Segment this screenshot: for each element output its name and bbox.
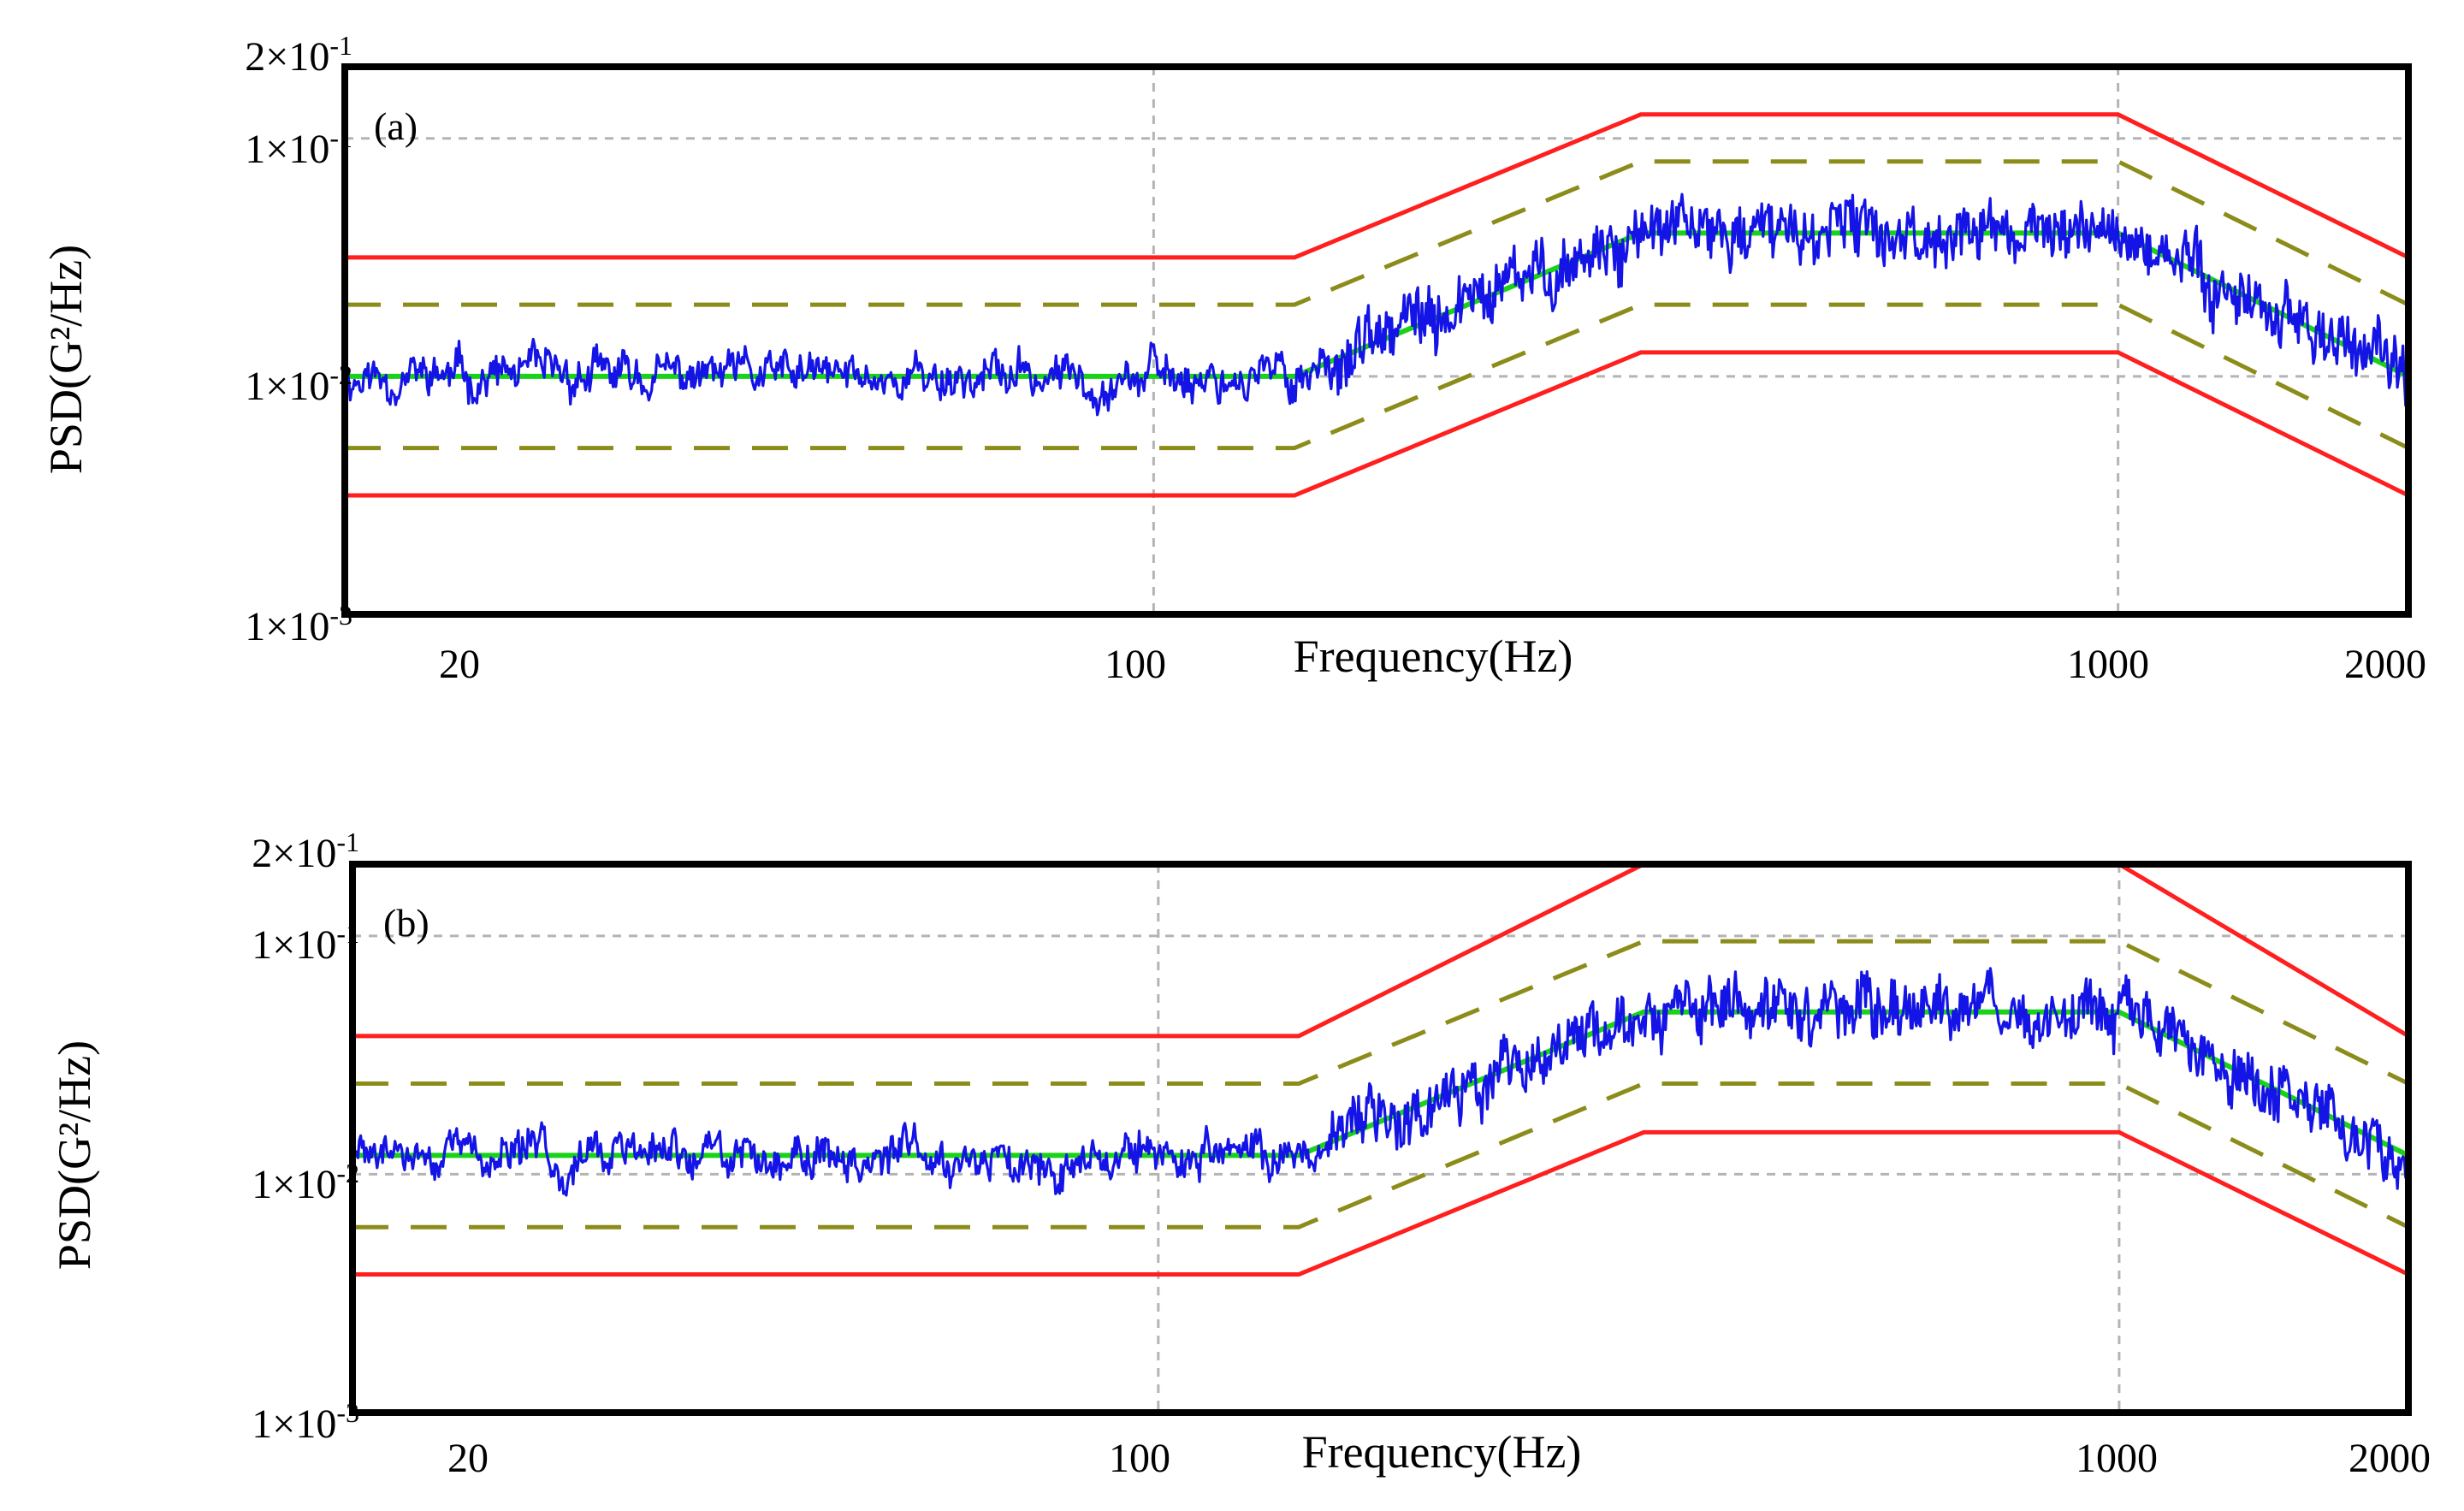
lower-abort-line [352, 1129, 2410, 1277]
response-psd-line [343, 193, 2410, 417]
y-axis-label-b: PSD(G²/Hz) [49, 1040, 100, 1270]
psd-panel-a: (a) 2×10-1 1×10-1 1×10-2 1×10-3 20 100 1… [40, 30, 2426, 687]
series-a [343, 112, 2410, 498]
x-tick-label: 20 [447, 1436, 489, 1481]
y-tick-label: 1×10-3 [252, 1397, 359, 1447]
x-tick-label: 1000 [2067, 642, 2149, 687]
y-axis-label-a: PSD(G²/Hz) [40, 245, 92, 474]
plot-frame-b [349, 861, 2412, 1416]
x-tick-label: 100 [1109, 1436, 1170, 1481]
y-tick-label: 1×10-1 [245, 122, 352, 172]
x-axis-label-a: Frequency(Hz) [1294, 631, 1573, 682]
response-psd-line [352, 967, 2410, 1197]
y-tick-labels-a: 2×10-1 1×10-1 1×10-2 1×10-3 [245, 30, 352, 649]
upper-abort-line [345, 112, 2410, 260]
plot-frame-a [341, 63, 2412, 618]
x-tick-label: 20 [439, 642, 480, 687]
y-tick-label: 1×10-2 [245, 359, 352, 409]
x-tick-labels-a: 20 100 1000 2000 [439, 642, 2426, 687]
x-tick-label: 2000 [2348, 1436, 2431, 1481]
plot-area-b [352, 864, 2408, 1413]
y-tick-label: 2×10-1 [245, 30, 352, 80]
psd-panel-b: (b) 2×10-1 1×10-1 1×10-2 1×10-3 20 100 1… [49, 827, 2431, 1481]
y-tick-label: 1×10-2 [252, 1158, 359, 1207]
x-tick-labels-b: 20 100 1000 2000 [447, 1436, 2431, 1481]
x-axis-label-b: Frequency(Hz) [1302, 1426, 1582, 1478]
y-tick-label: 1×10-3 [245, 600, 352, 649]
lower-abort-line [345, 350, 2410, 498]
y-tick-label: 1×10-1 [252, 918, 359, 968]
x-tick-label: 2000 [2344, 642, 2426, 687]
y-tick-labels-b: 2×10-1 1×10-1 1×10-2 1×10-3 [252, 827, 359, 1447]
grid-b [352, 864, 2408, 1413]
x-tick-label: 1000 [2076, 1436, 2158, 1481]
y-tick-label: 2×10-1 [252, 827, 359, 876]
x-tick-label: 100 [1105, 642, 1166, 687]
panel-label-a: (a) [374, 104, 418, 148]
panel-label-b: (b) [383, 901, 429, 945]
